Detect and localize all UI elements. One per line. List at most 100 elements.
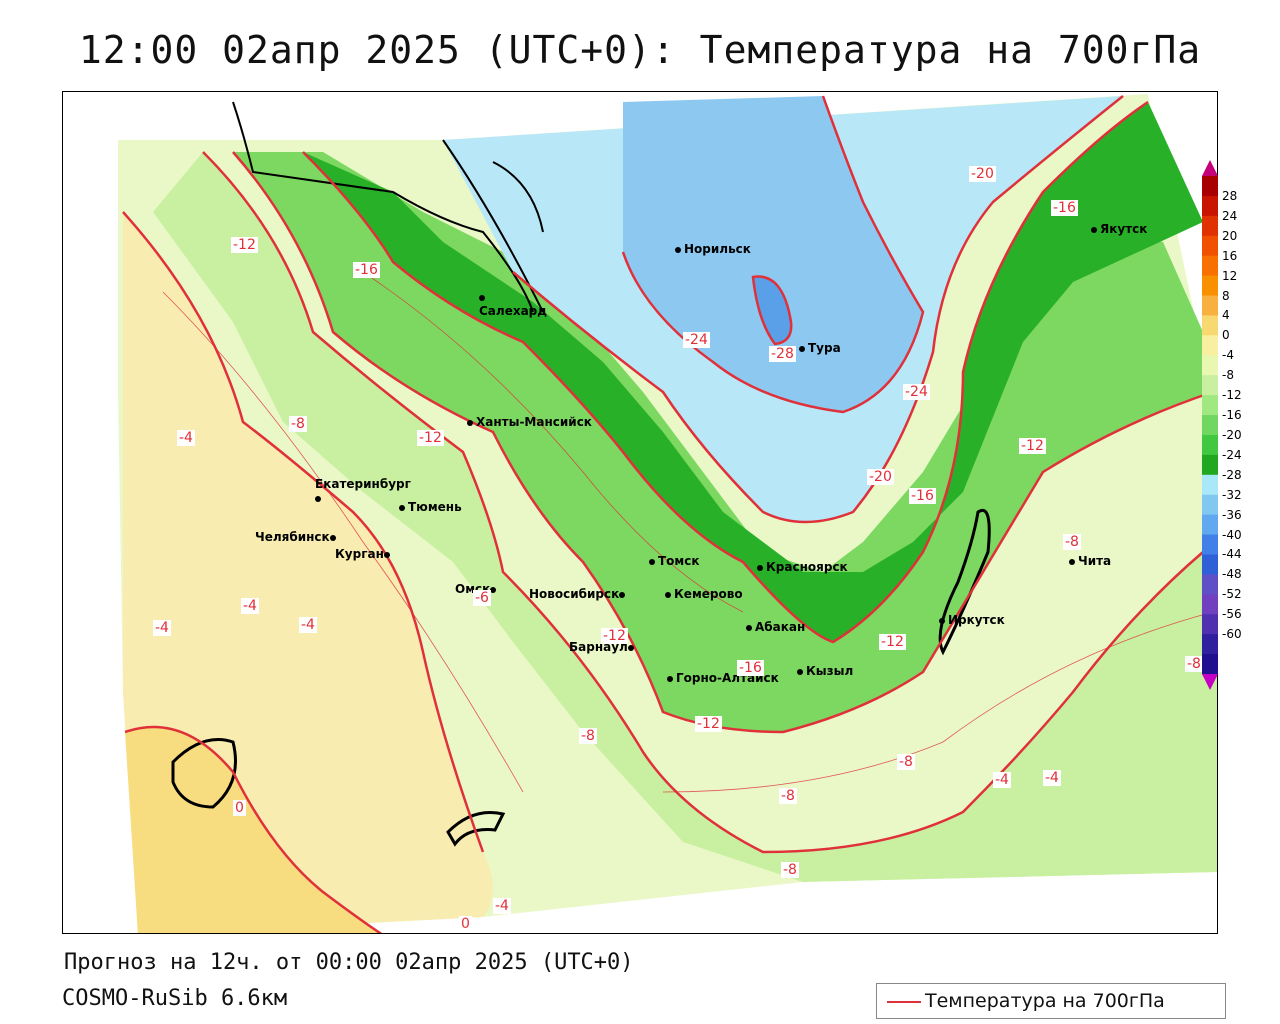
warmer-zone bbox=[125, 727, 380, 933]
contour-label: -8 bbox=[579, 728, 597, 744]
lake-baikal bbox=[938, 508, 991, 656]
colorbar-tick-label: -4 bbox=[1222, 348, 1234, 363]
colorbar-segment bbox=[1202, 176, 1218, 197]
contour-label: -28 bbox=[769, 346, 796, 362]
colorbar-tick-label: -56 bbox=[1222, 607, 1242, 622]
city-marker-icon bbox=[627, 644, 634, 651]
legend-line-swatch bbox=[887, 1001, 921, 1003]
colorbar-tick-label: 12 bbox=[1222, 268, 1238, 283]
colorbar-tick-label: -40 bbox=[1222, 527, 1242, 542]
contour-label: -16 bbox=[737, 660, 764, 676]
colorbar-tick-label: -36 bbox=[1222, 507, 1242, 522]
colorbar-bottom-arrow bbox=[1202, 674, 1218, 690]
colorbar-segment bbox=[1202, 554, 1218, 575]
colorbar-segment bbox=[1202, 335, 1218, 356]
contour-label: -12 bbox=[695, 716, 722, 732]
city-marker-icon bbox=[1091, 226, 1097, 233]
city-marker-icon bbox=[490, 586, 497, 593]
temperature-colorbar bbox=[1202, 160, 1218, 690]
contour-label: -24 bbox=[903, 384, 930, 400]
colorbar-segment bbox=[1202, 454, 1218, 476]
light-green-band bbox=[153, 152, 1217, 882]
contour-label: -8 bbox=[779, 788, 797, 804]
contour-label: -4 bbox=[1043, 770, 1061, 786]
city-marker-icon bbox=[619, 591, 626, 598]
city-marker-icon bbox=[649, 558, 655, 565]
contour-label: -8 bbox=[897, 754, 915, 770]
colorbar-tick-label: -32 bbox=[1222, 487, 1242, 502]
colorbar-segment bbox=[1202, 415, 1218, 436]
contour-label: -4 bbox=[299, 617, 317, 633]
colorbar-segment bbox=[1202, 235, 1218, 257]
colorbar-segment bbox=[1202, 574, 1218, 595]
caspian-region-lake bbox=[171, 738, 237, 809]
city-marker-icon bbox=[799, 345, 805, 352]
map-legend: Температура на 700гПа bbox=[876, 983, 1226, 1019]
colorbar-segment bbox=[1202, 634, 1218, 655]
colorbar-tick-label: 8 bbox=[1222, 288, 1230, 303]
colorbar-segment bbox=[1202, 195, 1218, 217]
colorbar-segment bbox=[1202, 355, 1218, 376]
colorbar-segment bbox=[1202, 434, 1218, 456]
city-marker-icon bbox=[329, 534, 336, 541]
city-marker-icon bbox=[315, 495, 321, 502]
colorbar-segment bbox=[1202, 215, 1218, 237]
colorbar-tick-label: 4 bbox=[1222, 308, 1230, 323]
city-kemerovo: Кемерово bbox=[665, 587, 743, 601]
city-tura: Тура bbox=[799, 341, 841, 355]
city-kyzyl: Кызыл bbox=[797, 664, 853, 678]
contour-label: -4 bbox=[153, 620, 171, 636]
city-marker-icon bbox=[383, 551, 390, 558]
colorbar-tick-label: 16 bbox=[1222, 248, 1238, 263]
contour-label: -8 bbox=[289, 416, 307, 432]
colorbar-segment bbox=[1202, 474, 1218, 496]
city-abakan: Абакан bbox=[746, 620, 805, 634]
city-chita: Чита bbox=[1069, 554, 1111, 568]
temperature-contours bbox=[122, 95, 1214, 933]
colorbar-tick-label: 0 bbox=[1222, 328, 1230, 343]
colorbar-segment bbox=[1202, 614, 1218, 635]
colorbar-segment bbox=[1202, 315, 1218, 336]
colorbar-tick-label: -48 bbox=[1222, 567, 1242, 582]
contour-label: -8 bbox=[781, 862, 799, 878]
contour-label: -8 bbox=[1063, 534, 1081, 550]
colorbar-tick-label: -28 bbox=[1222, 467, 1242, 482]
city-salekhard: Салехард bbox=[479, 290, 547, 318]
colorbar-tick-label: -20 bbox=[1222, 427, 1242, 442]
colorbar-tick-label: -52 bbox=[1222, 587, 1242, 602]
contour-label: -20 bbox=[867, 469, 894, 485]
colorbar-tick-label: -16 bbox=[1222, 408, 1242, 423]
city-marker-icon bbox=[675, 246, 681, 253]
contour-label: -6 bbox=[473, 590, 491, 606]
forecast-info: Прогноз на 12ч. от 00:00 02апр 2025 (UTC… bbox=[64, 950, 634, 975]
contour-label: -4 bbox=[177, 430, 195, 446]
contour-label: -8 bbox=[1185, 656, 1203, 672]
contour-label: -12 bbox=[231, 237, 258, 253]
model-name: COSMO-RuSib 6.6км bbox=[62, 986, 288, 1011]
city-chelyabinsk: Челябинск bbox=[255, 530, 339, 544]
colorbar-tick-label: -24 bbox=[1222, 447, 1242, 462]
dark-green-band bbox=[303, 102, 1203, 642]
contour-label: -4 bbox=[993, 772, 1011, 788]
colorbar-segment bbox=[1202, 594, 1218, 615]
contour-label: -16 bbox=[353, 262, 380, 278]
city-marker-icon bbox=[467, 419, 473, 426]
colorbar-segment bbox=[1202, 275, 1218, 297]
contour-label: -24 bbox=[683, 332, 710, 348]
city-marker-icon bbox=[1069, 558, 1075, 565]
contour-label: -16 bbox=[909, 488, 936, 504]
contour-label: -12 bbox=[601, 628, 628, 644]
city-novosibirsk: Новосибирск bbox=[529, 587, 628, 601]
city-marker-icon bbox=[797, 668, 803, 675]
city-yakutsk: Якутск bbox=[1091, 222, 1147, 236]
colorbar-segment bbox=[1202, 395, 1218, 416]
contour-label: 0 bbox=[459, 916, 472, 932]
colorbar-tick-label: -60 bbox=[1222, 627, 1242, 642]
lake-balkhash bbox=[446, 811, 506, 847]
contour-label: -20 bbox=[969, 166, 996, 182]
temperature-map[interactable]: Норильск Тура Якутск Салехард Ханты-Манс… bbox=[62, 91, 1218, 934]
colorbar-tick-label: 28 bbox=[1222, 188, 1238, 203]
city-marker-icon bbox=[665, 591, 671, 598]
city-marker-icon bbox=[399, 504, 405, 511]
contour-label: -4 bbox=[493, 898, 511, 914]
